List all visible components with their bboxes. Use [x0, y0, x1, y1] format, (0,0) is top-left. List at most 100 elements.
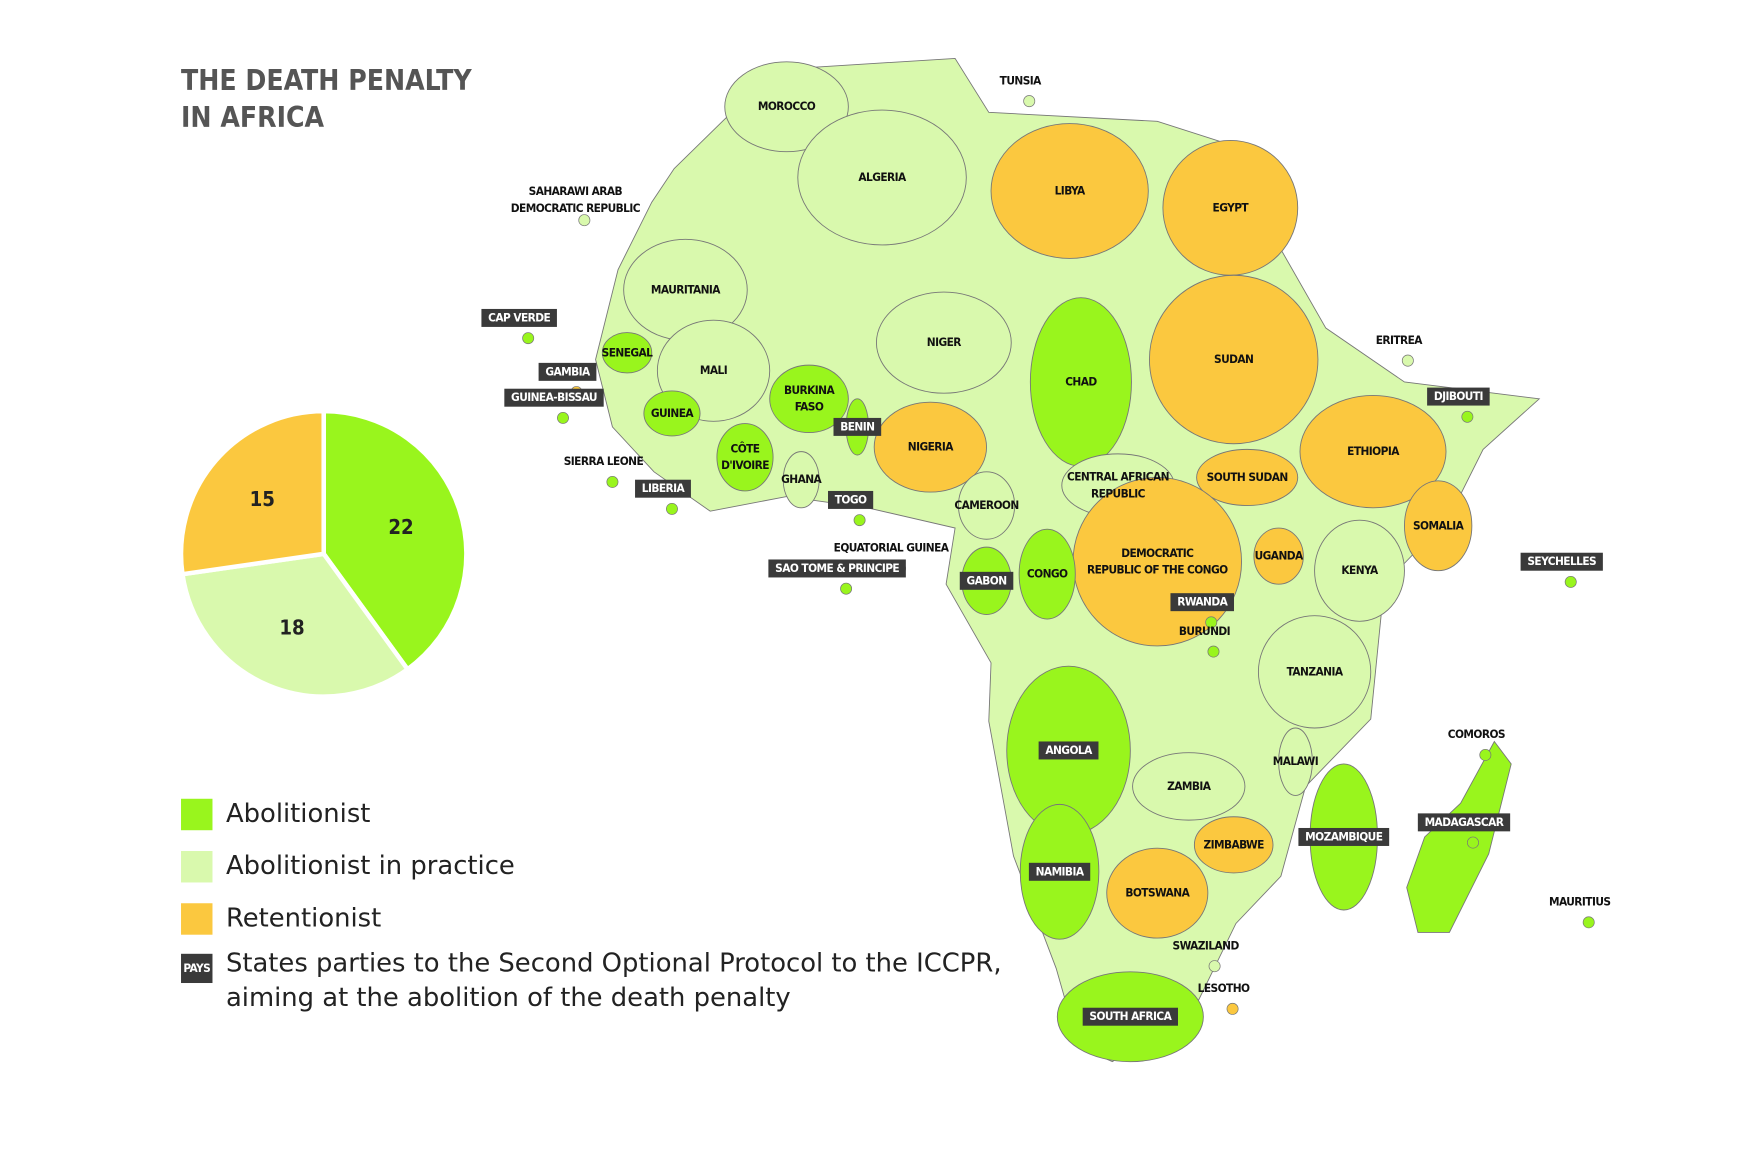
- country-area: [769, 364, 849, 433]
- country-tag: [833, 417, 882, 436]
- country-tag-text: GABON: [967, 573, 1007, 587]
- country-tag-text: GUINEA-BISSAU: [511, 390, 597, 404]
- country-area: [1196, 448, 1299, 506]
- country-area: [1564, 575, 1577, 588]
- title: THE DEATH PENALTY: [181, 64, 472, 97]
- country-label: CHAD: [1065, 374, 1097, 388]
- legend: Abolitionist Abolitionist in practice Rete…: [181, 798, 1002, 1013]
- pie-label: 15: [250, 487, 275, 511]
- country-area: [1278, 727, 1313, 796]
- country-label: BURUNDI: [1179, 624, 1230, 638]
- country-tag-text: SEYCHELLES: [1527, 554, 1596, 568]
- country-label: MOROCCO: [758, 99, 816, 113]
- pie-label: 22: [388, 515, 413, 539]
- country-tag-text: TOGO: [835, 492, 867, 506]
- country-area: [1208, 960, 1221, 973]
- country-label: SENEGAL: [602, 345, 654, 359]
- country-tag: [538, 362, 597, 381]
- pie-slice: [178, 408, 326, 577]
- country-area: [1193, 816, 1274, 874]
- country-area: [1018, 528, 1076, 620]
- country-label: EQUATORIAL GUINEA: [834, 541, 950, 555]
- country-label: DEMOCRATIC: [1121, 546, 1194, 560]
- pie-label: 18: [279, 615, 304, 639]
- country-label: DEMOCRATIC REPUBLIC: [511, 201, 641, 215]
- country-tag-text: LIBERIA: [642, 481, 686, 495]
- country-label: TANZANIA: [1287, 664, 1344, 678]
- country-area: [1226, 1002, 1239, 1015]
- country-tag: [481, 308, 557, 327]
- country-area: [797, 109, 967, 246]
- country-label: ERITREA: [1376, 333, 1424, 347]
- country-tag: [1028, 862, 1091, 881]
- country-area: [1401, 354, 1414, 367]
- country-tag-text: SAO TOME & PRINCIPE: [775, 561, 899, 575]
- country-label: MAURITANIA: [651, 282, 721, 296]
- country-tag: [1520, 552, 1603, 571]
- country-area: [1132, 752, 1246, 821]
- country-label: MALI: [700, 363, 727, 377]
- country-label: UGANDA: [1255, 549, 1304, 563]
- country-label: LESOTHO: [1198, 981, 1250, 995]
- country-tag-text: ANGOLA: [1045, 743, 1093, 757]
- country-label: CAMEROON: [954, 498, 1018, 512]
- country-tag: [635, 479, 691, 498]
- country-tag-text: MOZAMBIQUE: [1305, 829, 1383, 843]
- country-area: [724, 61, 849, 153]
- country-tag-text: SOUTH AFRICA: [1089, 1009, 1172, 1023]
- country-area: [990, 123, 1149, 259]
- madagascar-island: [1406, 740, 1512, 933]
- country-tag: [1170, 593, 1235, 612]
- country-label: ETHIOPIA: [1347, 444, 1400, 458]
- legend-label: Abolitionist: [226, 799, 370, 829]
- country-label: FASO: [795, 400, 824, 414]
- country-area: [643, 390, 701, 437]
- country-tag: [1417, 813, 1511, 832]
- country-label: CENTRAL AFRICAN: [1067, 469, 1169, 483]
- country-label: REPUBLIC OF THE CONGO: [1087, 563, 1228, 577]
- country-area: [1314, 519, 1405, 622]
- country-area: [1148, 274, 1319, 445]
- legend-label: aiming at the abolition of the death pen…: [226, 983, 791, 1013]
- country-label: SAHARAWI ARAB: [529, 184, 623, 198]
- country-tag: [1038, 741, 1099, 760]
- country-tag-text: MADAGASCAR: [1425, 815, 1504, 829]
- country-label: KENYA: [1341, 563, 1379, 577]
- country-area: [853, 514, 866, 527]
- country-area: [958, 471, 1016, 540]
- country-label: MALAWI: [1273, 754, 1318, 768]
- pie-slice: [321, 408, 469, 673]
- country-label: ZIMBABWE: [1204, 837, 1265, 851]
- map: TUNSIA MOROCCO ALGERIA LIBYA EGYPT SAHARAWI A…: [481, 57, 1611, 1063]
- legend-swatch: [181, 798, 213, 831]
- country-label: LIBYA: [1055, 183, 1086, 197]
- country-tag-text: NAMIBIA: [1036, 864, 1085, 878]
- country-tag-text: BENIN: [840, 419, 874, 433]
- country-label: NIGER: [927, 335, 962, 349]
- country-tag: [1427, 387, 1490, 406]
- country-area: [557, 411, 569, 424]
- country-tag: [768, 559, 906, 578]
- country-area: [1106, 847, 1209, 939]
- country-area: [1207, 645, 1220, 658]
- legend-tag-text: PAYS: [183, 961, 210, 975]
- legend-label: States parties to the Second Optional Pr…: [226, 948, 1002, 978]
- country-label: CÔTE: [730, 440, 759, 455]
- country-tag: [1082, 1007, 1178, 1026]
- country-tag-text: RWANDA: [1177, 595, 1228, 609]
- legend-swatch: [181, 903, 213, 935]
- country-label: EGYPT: [1213, 200, 1250, 214]
- country-area: [875, 291, 1012, 394]
- country-area: [522, 332, 535, 345]
- country-label: NIGERIA: [908, 440, 954, 454]
- country-label: GUINEA: [651, 406, 695, 420]
- country-area: [1404, 480, 1473, 572]
- country-label: SWAZILAND: [1173, 938, 1240, 952]
- country-tag: [959, 571, 1014, 590]
- country-area: [578, 214, 591, 227]
- country-label: TUNSIA: [1000, 73, 1042, 87]
- country-area: [1467, 836, 1479, 849]
- legend-label: Abolitionist in practice: [226, 851, 515, 881]
- country-area: [840, 582, 853, 595]
